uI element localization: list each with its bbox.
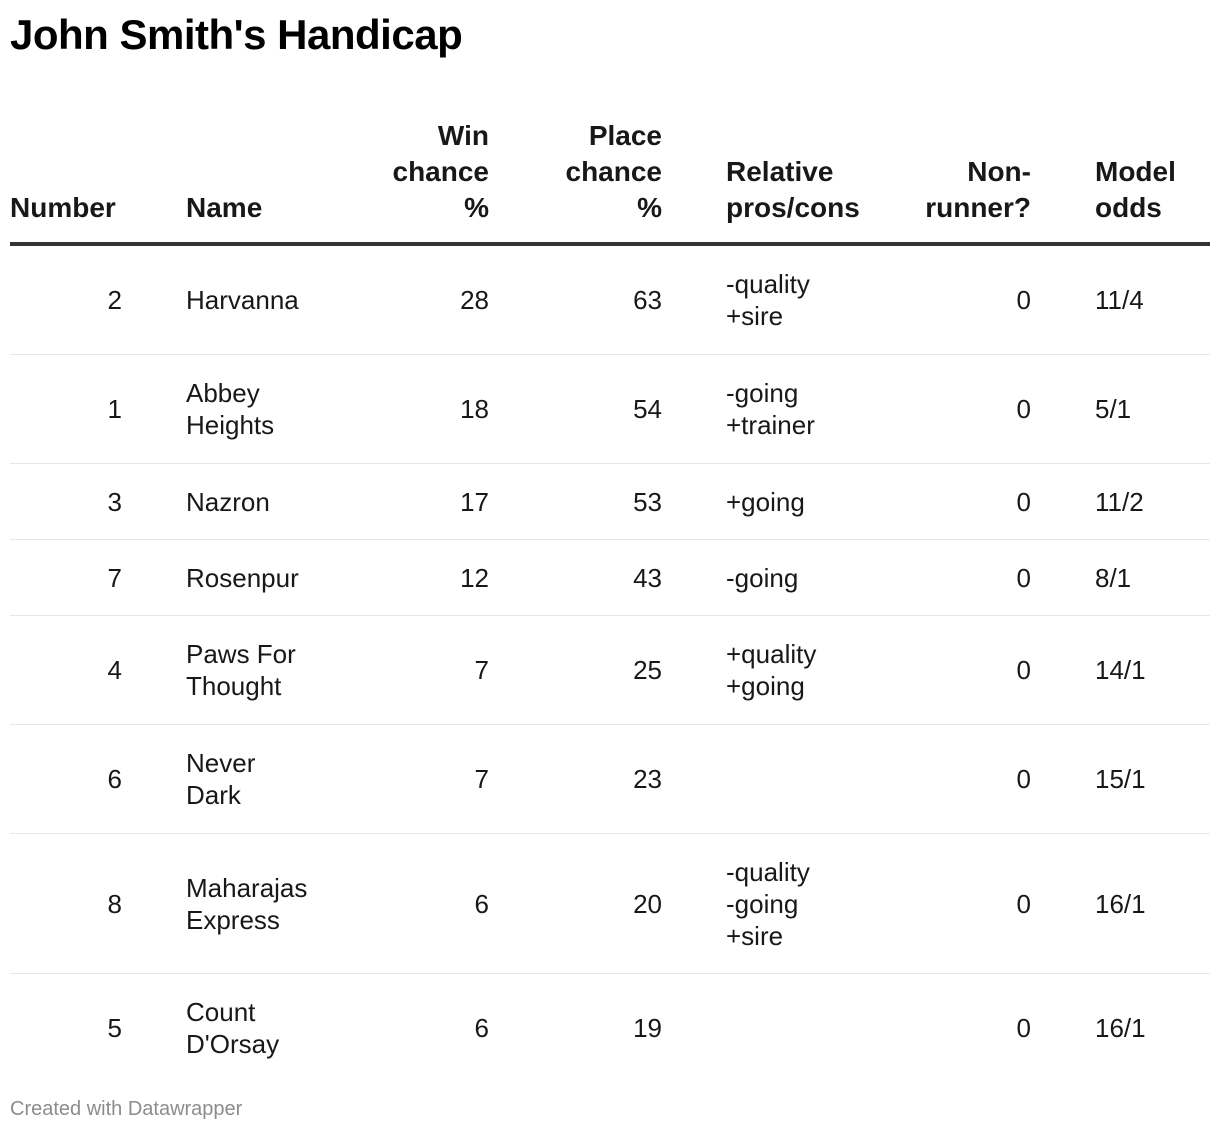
cell-number: 8 [10,833,186,974]
cell-number: 6 [10,724,186,834]
cell-place-chance: 54 [489,354,662,464]
cell-model-odds: 11/4 [1031,244,1210,355]
cell-model-odds: 16/1 [1095,1013,1146,1043]
cell-place-chance: 20 [489,833,662,974]
footer-credit[interactable]: Created with Datawrapper [10,1098,243,1120]
table-row: 1 Abbey Heights 18 54 -going +trainer 0 … [10,354,1210,464]
table-row: 3 Nazron 17 53 +going 0 11/2 [10,463,1210,540]
header-number[interactable]: Number [10,100,186,246]
cell-model-odds: 14/1 [1031,615,1210,725]
cell-non-runner: 0 [849,244,1031,355]
cell-non-runner: 0 [849,833,1031,974]
cell-number: 1 [10,354,186,464]
cell-non-runner: 0 [849,539,1031,616]
data-table: Number Name Win chance % Place chance % … [10,100,1210,1082]
cell-win-chance: 12 [346,539,489,616]
cell-model-odds: 16/1 [1031,833,1210,974]
cell-non-runner: 0 [849,615,1031,725]
cell-number: 4 [10,615,186,725]
cell-pros-cons [662,724,849,834]
cell-number: 3 [10,463,186,540]
header-place-chance[interactable]: Place chance % [489,100,662,246]
header-model-odds[interactable]: Model odds [1031,100,1210,246]
cell-name: Abbey Heights [186,354,346,464]
table-body: 2 Harvanna 28 63 -quality +sire 0 11/4 1… [10,244,1210,1082]
cell-place-chance: 23 [489,724,662,834]
cell-name: Paws For Thought [186,615,346,725]
cell-win-chance: 18 [346,354,489,464]
cell-number: 7 [10,539,186,616]
table-row: 4 Paws For Thought 7 25 +quality +going … [10,615,1210,725]
data-table-container: Number Name Win chance % Place chance % … [10,100,1210,1082]
cell-win-chance: 6 [474,1013,489,1043]
header-name[interactable]: Name [186,100,346,246]
cell-place-chance: 43 [489,539,662,616]
cell-name: Count D'Orsay [186,997,280,1059]
cell-pros-cons [662,974,849,1083]
cell-win-chance: 7 [346,724,489,834]
cell-pros-cons: -going +trainer [662,354,849,464]
cell-win-chance: 17 [346,463,489,540]
cell-name: Maharajas Express [186,833,346,974]
header-non-runner[interactable]: Non- runner? [849,100,1031,246]
cell-non-runner: 0 [1016,1013,1031,1043]
cell-name: Rosenpur [186,539,346,616]
cell-pros-cons: -quality +sire [662,244,849,355]
cell-pros-cons: -going [662,539,849,616]
cell-name: Nazron [186,463,346,540]
table-row: 2 Harvanna 28 63 -quality +sire 0 11/4 [10,244,1210,355]
cell-non-runner: 0 [849,354,1031,464]
cell-number: 2 [10,244,186,355]
cell-place-chance: 63 [489,244,662,355]
cell-win-chance: 28 [346,244,489,355]
header-relative-pros-cons[interactable]: Relative pros/cons [662,100,860,246]
cell-place-chance: 25 [489,615,662,725]
table-row: 7 Rosenpur 12 43 -going 0 8/1 [10,539,1210,616]
cell-pros-cons: +quality +going [662,615,849,725]
cell-place-chance: 19 [633,1013,662,1043]
cell-model-odds: 8/1 [1031,539,1210,616]
cell-model-odds: 5/1 [1031,354,1210,464]
cell-win-chance: 6 [346,833,489,974]
table-header: Number Name Win chance % Place chance % … [10,100,1210,246]
cell-pros-cons: -quality -going +sire [662,833,849,974]
table-row: 8 Maharajas Express 6 20 -quality -going… [10,833,1210,974]
cell-model-odds: 15/1 [1031,724,1210,834]
cell-name: Never Dark [186,724,346,834]
cell-win-chance: 7 [346,615,489,725]
table-row: 6 Never Dark 7 23 0 15/1 [10,724,1210,834]
table-row: 5 Count D'Orsay 6 19 0 16/1 [10,974,1210,1083]
header-row: Number Name Win chance % Place chance % … [10,100,1210,246]
cell-name: Harvanna [186,244,346,355]
cell-pros-cons: +going [662,463,849,540]
cell-number: 5 [107,1013,122,1043]
chart-title: John Smith's Handicap [10,11,463,58]
header-win-chance[interactable]: Win chance % [346,100,489,246]
cell-non-runner: 0 [849,724,1031,834]
cell-model-odds: 11/2 [1031,463,1210,540]
cell-place-chance: 53 [489,463,662,540]
cell-non-runner: 0 [849,463,1031,540]
